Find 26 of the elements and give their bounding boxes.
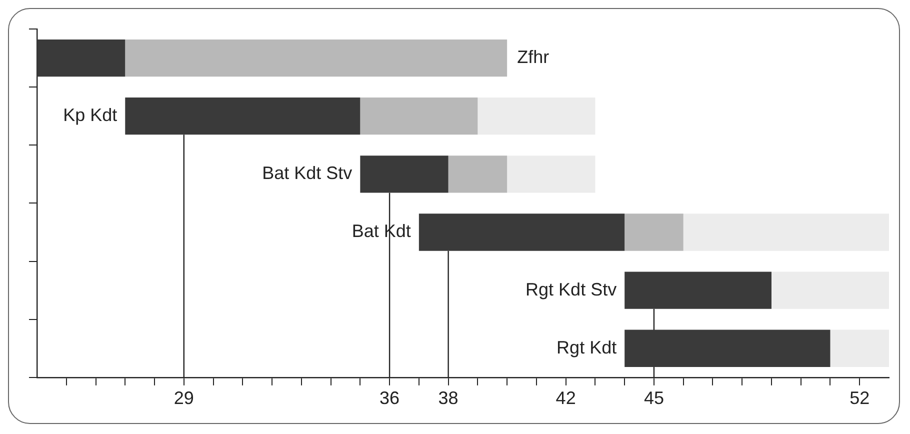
x-tick-label: 42 — [556, 388, 576, 408]
bar — [507, 156, 596, 193]
y-tick-label: Kp Kdt — [63, 105, 118, 126]
x-tick-label: 45 — [644, 388, 664, 408]
bar — [624, 330, 830, 367]
y-tick-label: Bat Kdt Stv — [262, 163, 352, 184]
bar — [830, 330, 889, 367]
bar — [771, 272, 889, 309]
bar — [624, 272, 772, 309]
bar — [360, 98, 478, 135]
bar — [125, 39, 508, 77]
x-tick-label: 36 — [380, 388, 400, 408]
y-tick-label: Rgt Kdt Stv — [526, 279, 617, 300]
bar — [360, 156, 448, 193]
y-tick-label: Zfhr — [517, 47, 550, 67]
x-tick-label: 29 — [174, 388, 194, 408]
bar — [683, 214, 889, 251]
bar — [478, 98, 596, 135]
bar — [448, 156, 508, 193]
x-tick-label: 52 — [850, 388, 870, 408]
bar — [125, 98, 360, 135]
bar — [624, 214, 684, 251]
y-tick-label: Rgt Kdt — [556, 337, 617, 358]
bar — [418, 214, 625, 251]
bar — [37, 39, 126, 77]
x-tick-label: 38 — [438, 388, 458, 408]
